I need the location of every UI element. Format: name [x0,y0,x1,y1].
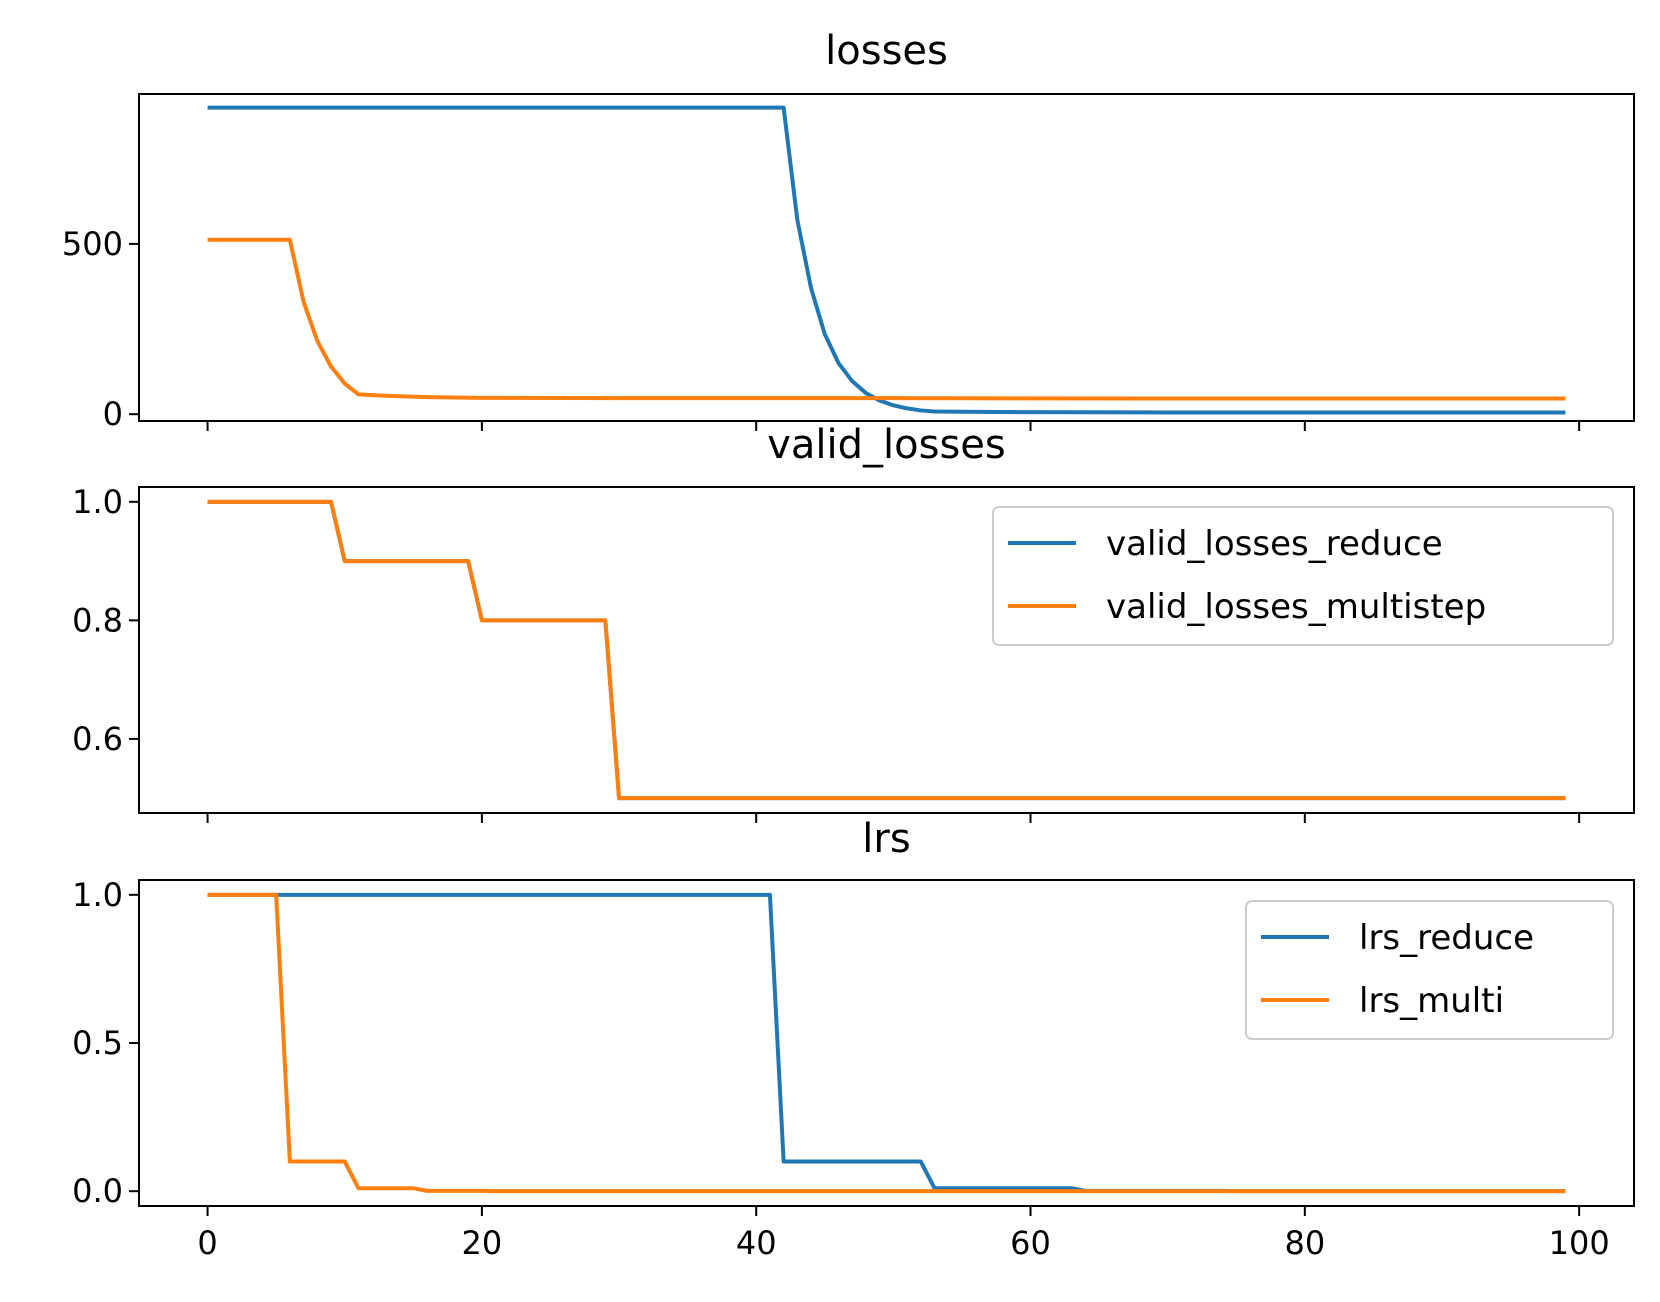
subplot-title: losses [825,28,948,74]
y-tick-label: 1.0 [72,876,123,914]
y-tick-label: 0.6 [72,720,123,758]
axes-frame [138,486,1635,814]
legend-lrs: lrs_reduce lrs_multi [1245,900,1614,1040]
subplot-lrs: lrs 0.0 0.5 1.0 0 20 40 60 80 100 lrs_reduce lrs_mu… [72,816,1635,1262]
x-tick-label: 80 [1284,1224,1325,1262]
legend-label: valid_losses_multistep [1106,587,1486,627]
y-tick-label: 1.0 [72,483,123,521]
series-line-lrs-multi [207,892,1566,1194]
series-line-valid-losses-multistep [207,499,1566,801]
x-tick-label: 20 [462,1224,503,1262]
legend-frame [992,506,1614,646]
subplot-title: valid_losses [767,422,1006,468]
subplot-title: lrs [862,816,910,862]
legend-frame [1245,900,1614,1040]
legend-label: valid_losses_reduce [1106,524,1443,564]
subplot-losses: losses 0 500 [62,28,1635,433]
y-tick-label: 0 [103,395,123,433]
subplot-valid-losses: valid_losses 0.6 0.8 1.0 valid_losses_reduce… [72,422,1635,823]
legend-label: lrs_reduce [1359,918,1534,958]
axes-frame [138,93,1635,422]
series-line-blue [207,105,1566,415]
y-tick-label: 500 [62,225,123,263]
series-line-orange [207,237,1566,401]
y-tick-label: 0.5 [72,1024,123,1062]
x-tick-label: 0 [197,1224,217,1262]
y-tick-label: 0.8 [72,601,123,639]
legend-label: lrs_multi [1359,981,1504,1021]
x-tick-label: 100 [1549,1224,1610,1262]
x-tick-label: 40 [736,1224,777,1262]
y-tick-label: 0.0 [72,1172,123,1210]
x-tick-label: 60 [1010,1224,1051,1262]
legend-valid-losses: valid_losses_reduce valid_losses_multiste… [992,506,1614,646]
